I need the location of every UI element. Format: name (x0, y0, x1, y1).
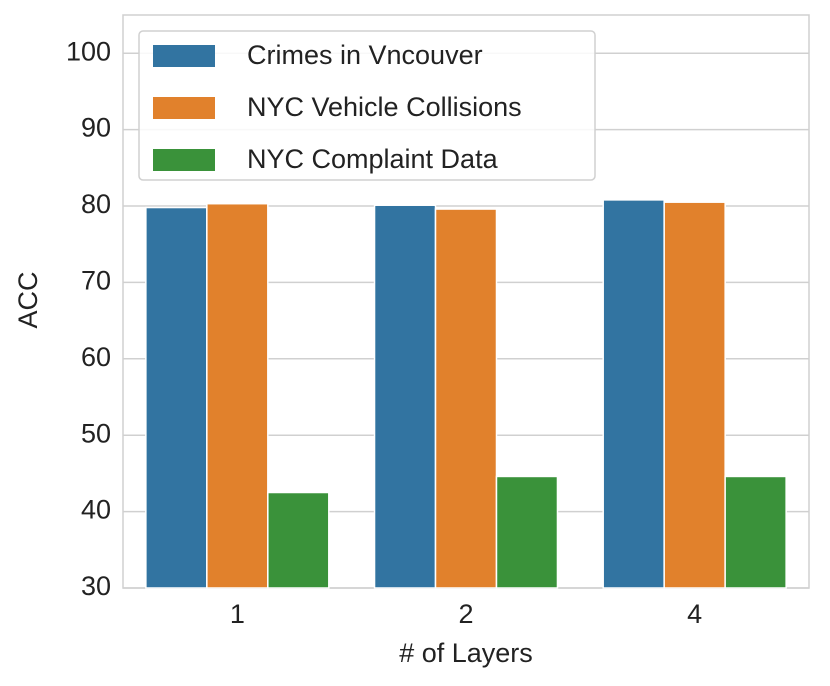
bar (373, 204, 437, 589)
x-axis-label: # of Layers (399, 638, 533, 668)
x-tick-label: 2 (458, 599, 473, 629)
legend-swatch (153, 45, 215, 67)
bar (724, 475, 787, 589)
y-tick-label: 40 (81, 495, 111, 525)
bar (267, 491, 330, 589)
y-tick-label: 100 (66, 36, 111, 66)
bar (602, 199, 665, 589)
bar (663, 201, 726, 589)
bar (434, 208, 498, 589)
legend-label: Crimes in Vncouver (247, 40, 483, 70)
x-tick-label: 1 (230, 599, 245, 629)
legend-swatch (153, 97, 215, 119)
x-tick-label: 4 (687, 599, 702, 629)
y-tick-label: 90 (81, 113, 111, 143)
y-axis-label: ACC (13, 271, 43, 328)
y-tick-label: 70 (81, 266, 111, 296)
y-tick-label: 30 (81, 571, 111, 601)
bar (495, 475, 559, 589)
legend-label: NYC Complaint Data (247, 144, 499, 174)
legend-label: NYC Vehicle Collisions (247, 92, 522, 122)
y-tick-label: 60 (81, 342, 111, 372)
legend-box (138, 30, 596, 181)
bar (145, 206, 208, 589)
bar (206, 202, 269, 589)
legend-swatch (153, 149, 215, 171)
y-tick-label: 80 (81, 189, 111, 219)
y-tick-label: 50 (81, 418, 111, 448)
